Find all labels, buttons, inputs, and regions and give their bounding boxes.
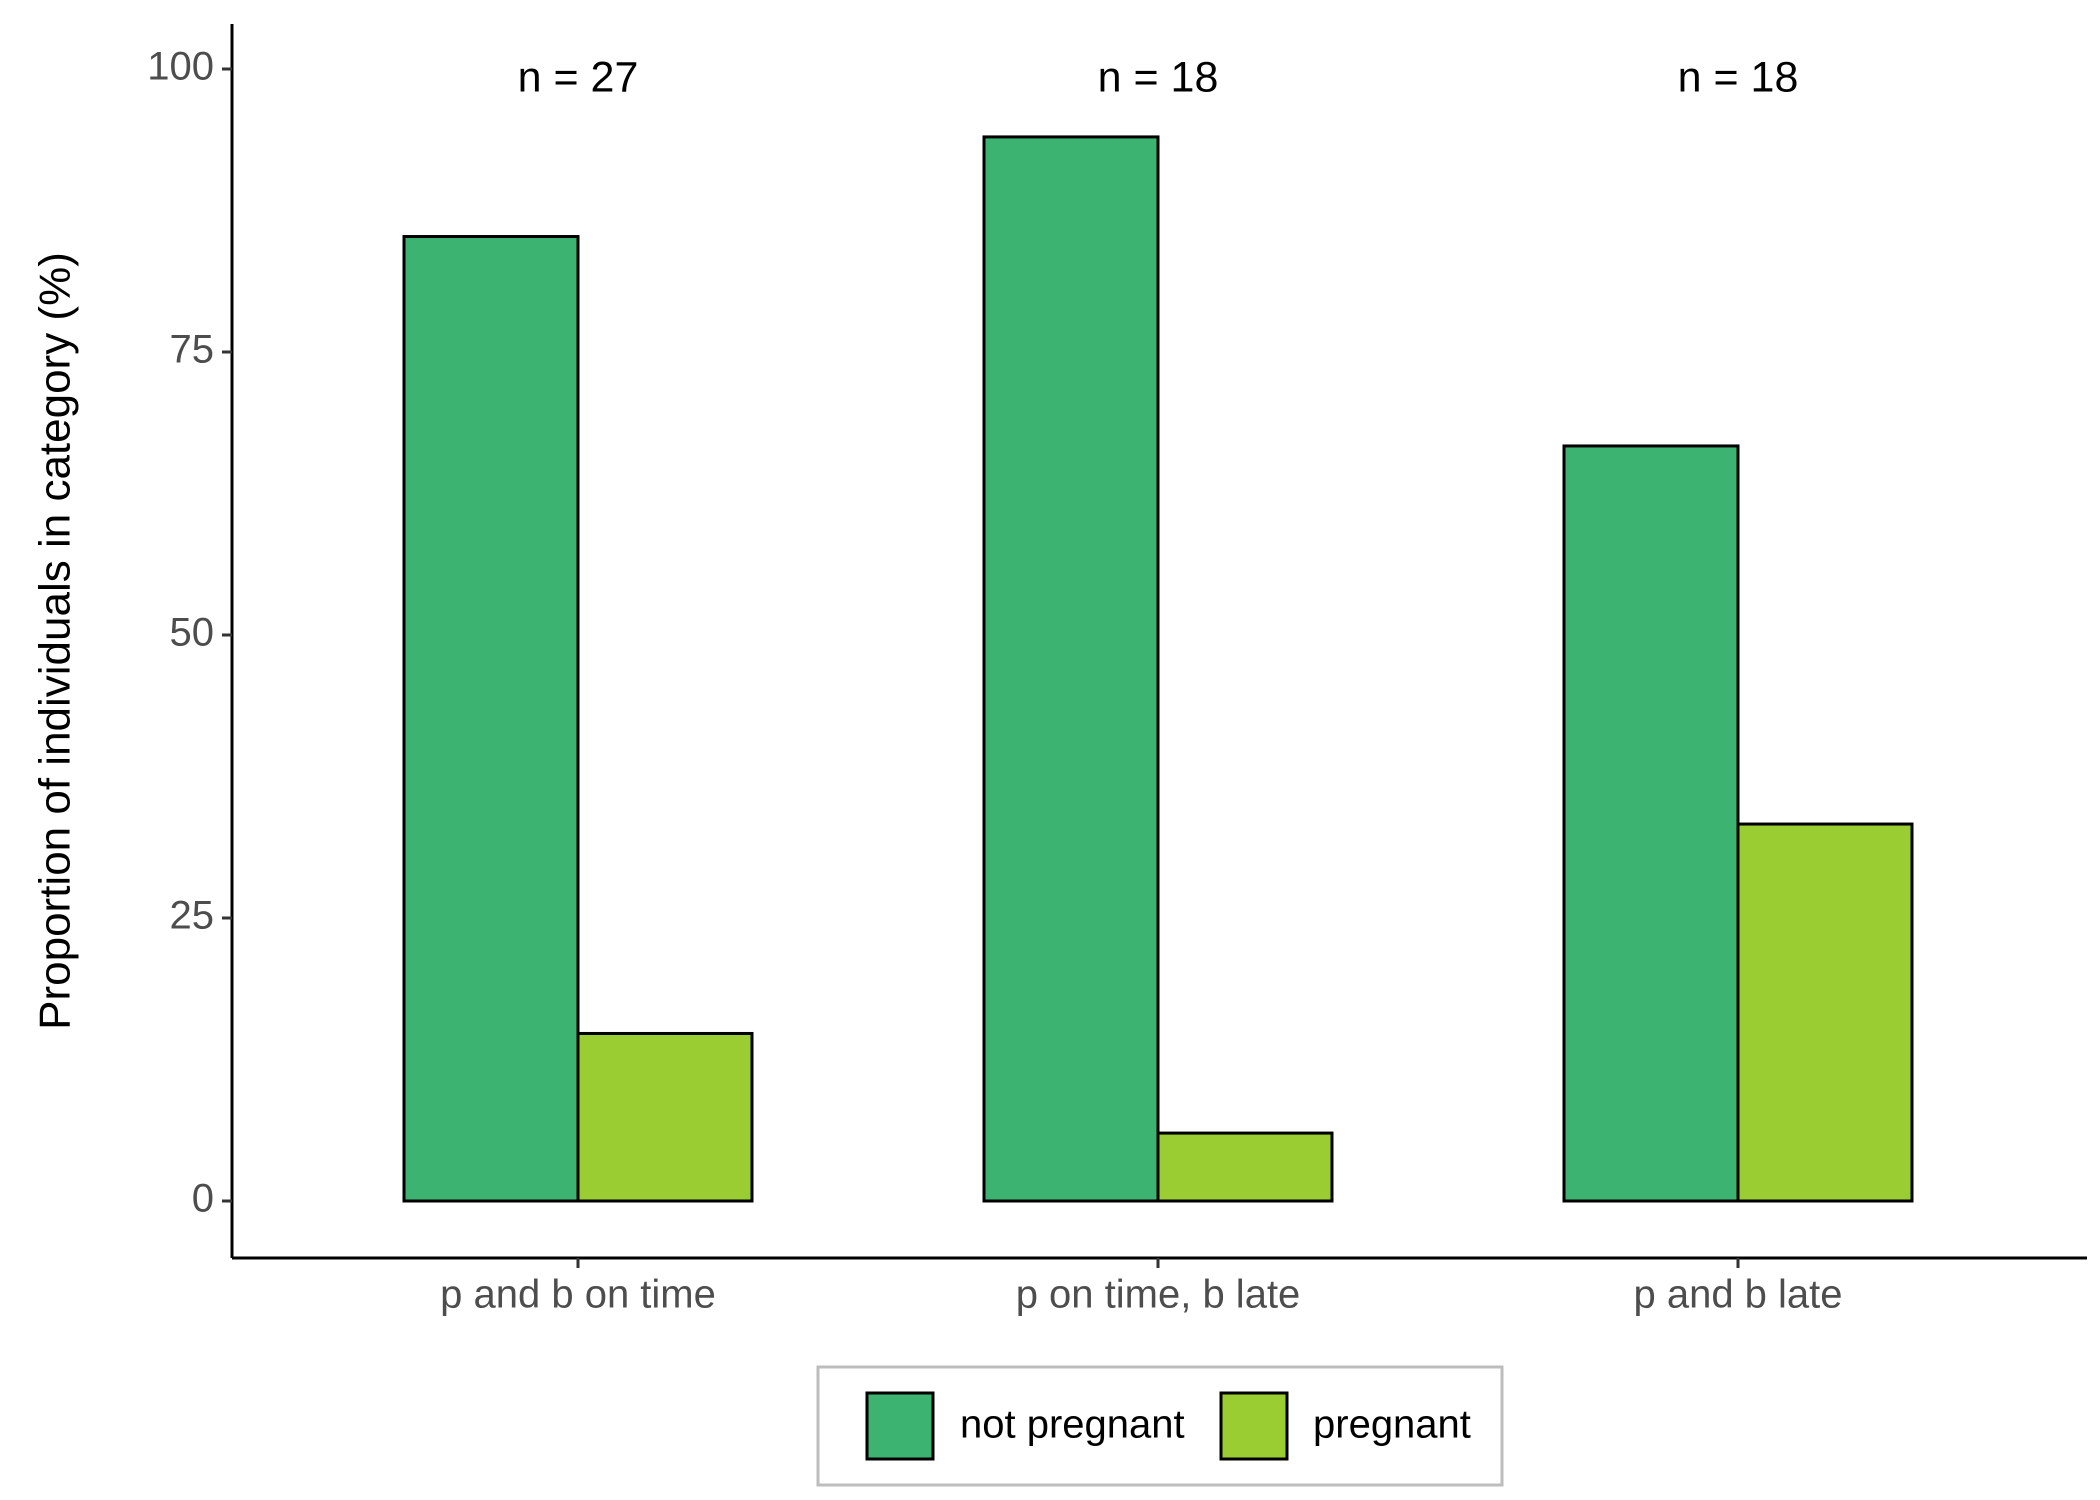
x-tick-label: p and b on time — [440, 1273, 716, 1317]
legend-label: not pregnant — [960, 1403, 1185, 1447]
legend-key-not-pregnant — [865, 1391, 935, 1461]
y-ticks: 0 25 50 75 100 — [147, 45, 232, 1221]
x-tick-label: p and b late — [1633, 1273, 1842, 1317]
bar-not-pregnant-0 — [402, 235, 580, 1203]
legend: not pregnant pregnant — [816, 1365, 1504, 1487]
plot-area: 0 25 50 75 100 p and b on time p on time, b l… — [147, 24, 2087, 1317]
y-tick-label: 50 — [170, 611, 215, 655]
y-tick-label: 0 — [192, 1177, 214, 1221]
legend-box — [816, 1365, 1504, 1487]
sample-size-label: n = 18 — [1678, 53, 1799, 101]
sample-size-label: n = 27 — [518, 53, 639, 101]
y-tick-label: 75 — [170, 328, 215, 372]
y-axis-title: Proportion of individuals in category (%… — [31, 252, 80, 1030]
sample-size-label: n = 18 — [1098, 53, 1219, 101]
bar-pregnant-0 — [576, 1031, 754, 1203]
bars — [402, 135, 1914, 1203]
legend-label: pregnant — [1313, 1403, 1471, 1447]
annotations: n = 27 n = 18 n = 18 — [518, 53, 1799, 101]
bar-not-pregnant-2 — [1562, 444, 1740, 1203]
bar-pregnant-1 — [1156, 1131, 1334, 1203]
x-ticks: p and b on time p on time, b late p and b … — [440, 1258, 1843, 1317]
legend-key-pregnant — [1219, 1391, 1289, 1461]
bar-not-pregnant-1 — [982, 135, 1160, 1203]
x-tick-label: p on time, b late — [1016, 1273, 1301, 1317]
bar-pregnant-2 — [1736, 822, 1914, 1203]
y-tick-label: 25 — [170, 894, 215, 938]
y-tick-label: 100 — [147, 45, 214, 89]
